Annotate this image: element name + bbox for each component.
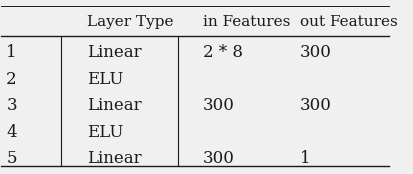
Text: 300: 300 (202, 150, 234, 167)
Text: ELU: ELU (86, 71, 123, 88)
Text: 3: 3 (6, 97, 17, 114)
Text: Linear: Linear (86, 97, 141, 114)
Text: 2: 2 (6, 71, 17, 88)
Text: Layer Type: Layer Type (86, 15, 173, 29)
Text: 5: 5 (6, 150, 17, 167)
Text: 1: 1 (299, 150, 309, 167)
Text: Linear: Linear (86, 44, 141, 61)
Text: 300: 300 (299, 44, 331, 61)
Text: ELU: ELU (86, 124, 123, 141)
Text: Linear: Linear (86, 150, 141, 167)
Text: 2 * 8: 2 * 8 (202, 44, 242, 61)
Text: 1: 1 (6, 44, 17, 61)
Text: 4: 4 (6, 124, 17, 141)
Text: 300: 300 (299, 97, 331, 114)
Text: 300: 300 (202, 97, 234, 114)
Text: out Features: out Features (299, 15, 396, 29)
Text: in Features: in Features (202, 15, 290, 29)
